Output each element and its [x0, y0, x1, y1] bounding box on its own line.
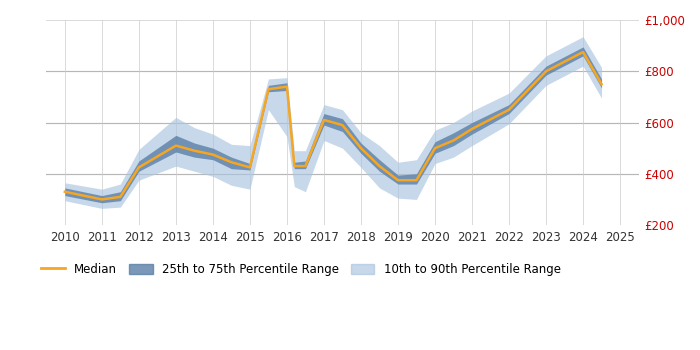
Legend: Median, 25th to 75th Percentile Range, 10th to 90th Percentile Range: Median, 25th to 75th Percentile Range, 1…: [36, 258, 566, 281]
